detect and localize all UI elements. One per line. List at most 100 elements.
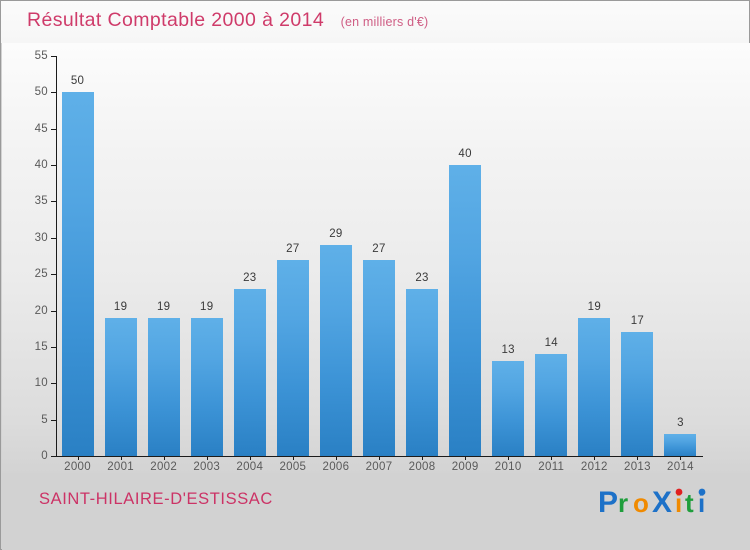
y-axis-tick xyxy=(51,92,56,94)
y-axis-line xyxy=(51,56,57,457)
x-axis-tick xyxy=(680,456,682,460)
y-axis-tick xyxy=(51,56,56,57)
y-axis-tick-label: 30 xyxy=(34,231,48,244)
bar-value-label: 27 xyxy=(286,242,300,255)
bar-value-label: 23 xyxy=(243,271,257,284)
chart-header: Résultat Comptable 2000 à 2014 (en milli… xyxy=(1,1,749,43)
y-axis-tick-label: 5 xyxy=(41,413,48,426)
bar-value-label: 19 xyxy=(113,300,128,313)
bar[interactable] xyxy=(492,361,525,456)
logo-letter: r xyxy=(618,488,628,518)
logo-letter: i xyxy=(675,488,682,518)
x-axis-line xyxy=(56,456,703,460)
bar[interactable] xyxy=(319,245,352,456)
y-axis-tick xyxy=(51,346,56,348)
bar-value-label: 19 xyxy=(156,300,171,313)
x-axis-tick-label: 2012 xyxy=(580,461,608,473)
x-axis-tick xyxy=(465,456,467,460)
y-axis-tick xyxy=(51,237,56,239)
x-axis-tick-label: 2003 xyxy=(193,461,221,473)
x-axis-tick xyxy=(77,456,79,460)
x-axis-tick-label: 2009 xyxy=(451,461,479,473)
x-axis-tick-label: 2005 xyxy=(279,461,307,473)
bar-value-label: 40 xyxy=(458,148,472,161)
y-axis-tick xyxy=(51,310,56,312)
bar-value-label: 29 xyxy=(329,228,343,241)
y-axis-tick-label: 40 xyxy=(34,159,48,172)
y-axis-tick-label: 50 xyxy=(34,86,48,99)
logo-letter: P xyxy=(598,486,618,519)
plot-area: 50 19 19 19 23 27 29 27 23 40 13 14 19 17 3 xyxy=(56,56,702,456)
y-axis-tick xyxy=(51,383,56,385)
x-axis-tick-label: 2004 xyxy=(236,461,264,473)
y-axis-tick-label: 45 xyxy=(34,122,48,135)
x-axis-tick xyxy=(163,456,165,460)
x-axis-labels: 2000 2001 2002 2003 2004 2005 2006 2007 2008 2009… xyxy=(2,461,750,479)
x-axis-tick-label: 2007 xyxy=(365,461,393,473)
x-axis-tick-label: 2001 xyxy=(107,461,134,473)
x-axis-tick xyxy=(508,456,510,460)
x-axis-tick-label: 2002 xyxy=(150,461,178,473)
y-axis-tick xyxy=(51,165,56,167)
bar-value-label: 3 xyxy=(677,417,684,430)
x-axis-tick xyxy=(551,456,553,460)
x-axis-tick-label: 2000 xyxy=(64,461,91,473)
x-axis-tick xyxy=(594,456,596,460)
x-axis-tick xyxy=(120,456,122,460)
bar[interactable] xyxy=(104,317,137,456)
bar-value-label: 19 xyxy=(587,300,602,313)
y-axis-tick xyxy=(51,274,56,276)
bar[interactable] xyxy=(535,354,568,456)
bar[interactable] xyxy=(664,434,697,456)
bar-value-label: 50 xyxy=(70,75,85,88)
x-axis-tick xyxy=(292,456,294,460)
bar-value-label: 14 xyxy=(544,337,558,350)
bar-value-label: 27 xyxy=(372,242,386,255)
y-axis-tick xyxy=(51,456,56,457)
commune-name: SAINT-HILAIRE-D'ESTISSAC xyxy=(39,490,273,508)
bar[interactable] xyxy=(363,259,395,456)
bar-value-label: 13 xyxy=(501,344,515,357)
bar-value-label: 23 xyxy=(415,271,429,284)
bar[interactable] xyxy=(578,317,611,456)
x-axis-tick-label: 2006 xyxy=(322,461,350,473)
y-axis-tick xyxy=(51,419,56,421)
bar[interactable] xyxy=(190,317,223,456)
x-axis-tick xyxy=(335,456,337,460)
bar[interactable] xyxy=(449,165,482,456)
y-axis-tick xyxy=(51,201,56,203)
bar[interactable] xyxy=(276,259,309,456)
y-axis-tick xyxy=(51,128,56,130)
logo-dot-red xyxy=(675,488,683,496)
logo-dot-blue xyxy=(698,488,706,496)
x-axis-tick-label: 2011 xyxy=(538,461,565,473)
x-axis-tick-label: 2013 xyxy=(623,461,651,473)
x-axis-tick xyxy=(206,456,208,460)
page-title: Résultat Comptable 2000 à 2014 xyxy=(27,9,325,31)
bar[interactable] xyxy=(406,288,439,456)
bar[interactable] xyxy=(621,332,654,456)
x-axis-tick xyxy=(249,456,251,460)
y-axis-labels: 0 5 10 15 20 25 30 35 40 45 50 55 xyxy=(2,50,56,462)
y-axis-tick-label: 15 xyxy=(34,340,48,353)
logo-letter: o xyxy=(633,488,649,518)
x-axis-tick xyxy=(637,456,639,460)
y-axis-tick-label: 35 xyxy=(34,195,48,208)
bar[interactable] xyxy=(61,92,94,456)
x-axis-tick-label: 2014 xyxy=(667,461,694,473)
title-group: Résultat Comptable 2000 à 2014 (en milli… xyxy=(27,9,428,32)
bar[interactable] xyxy=(147,317,180,456)
logo-letter: X xyxy=(652,486,672,519)
logo-letter: i xyxy=(698,488,705,518)
y-axis-tick-label: 10 xyxy=(34,377,48,390)
chart-subtitle: (en milliers d'€) xyxy=(340,15,429,29)
bar[interactable] xyxy=(233,288,266,456)
x-axis-tick-label: 2010 xyxy=(494,461,522,473)
y-axis-tick-label: 55 xyxy=(34,50,48,62)
y-axis-tick-label: 20 xyxy=(34,304,48,317)
bar-value-label: 19 xyxy=(200,300,214,313)
